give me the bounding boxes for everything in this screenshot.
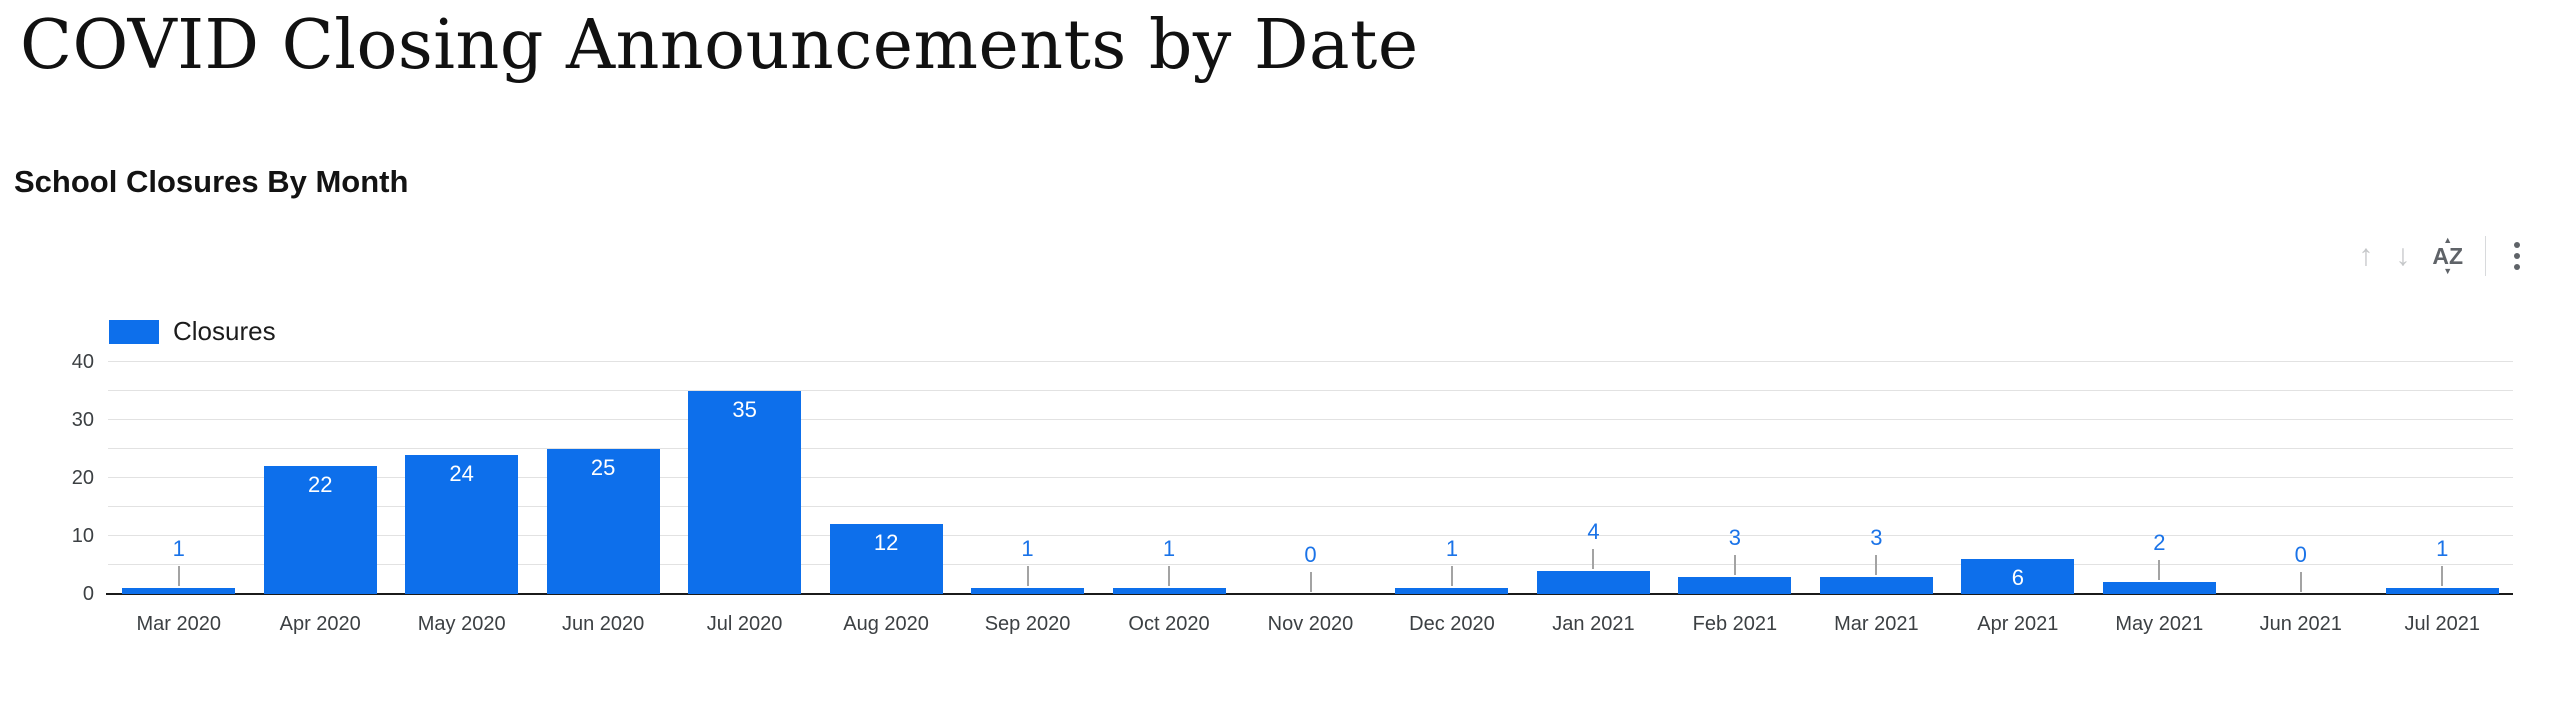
x-axis-tick-label: Jun 2020 <box>561 613 645 635</box>
x-axis-tick-label: Jun 2021 <box>2259 613 2342 635</box>
value-leader-line <box>1309 572 1312 592</box>
gridline <box>108 535 2513 536</box>
bar-may-2020[interactable] <box>405 454 519 594</box>
bar-oct-2020[interactable] <box>1112 588 1226 594</box>
bar-value-label: 24 <box>449 460 474 486</box>
value-leader-line <box>177 566 180 587</box>
bar-value-label: 2 <box>2153 530 2166 556</box>
value-leader-line <box>1733 554 1736 575</box>
gridline <box>108 506 2513 507</box>
value-leader-line <box>2441 566 2444 587</box>
bar-value-label: 4 <box>1587 518 1600 544</box>
value-leader-line <box>2158 560 2161 581</box>
x-axis-tick-label: Mar 2020 <box>136 613 221 635</box>
bar-jul-2021[interactable] <box>2385 588 2499 594</box>
az-up-triangle-icon: ▲ <box>2443 235 2453 245</box>
bar-value-label: 1 <box>1162 536 1176 562</box>
bar-may-2021[interactable] <box>2102 582 2216 594</box>
x-axis-tick-label: Jul 2021 <box>2404 613 2481 635</box>
x-axis-tick-label: Apr 2020 <box>279 613 361 635</box>
x-axis-tick-label: Mar 2021 <box>1834 613 1919 635</box>
bar-value-label: 22 <box>307 472 333 498</box>
x-axis-tick-label: Nov 2020 <box>1267 613 1354 635</box>
y-axis-tick-label: 30 <box>71 409 94 431</box>
x-axis-tick-label: Aug 2020 <box>843 613 929 635</box>
page-title: COVID Closing Announcements by Date <box>20 6 1419 85</box>
bar-value-label: 3 <box>1728 524 1742 550</box>
bar-dec-2020[interactable] <box>1395 588 1509 594</box>
bar-apr-2021[interactable] <box>1961 559 2075 594</box>
value-leader-line <box>1592 548 1595 569</box>
gridline <box>108 477 2513 478</box>
x-axis-tick-label: May 2020 <box>417 613 506 635</box>
gridline <box>108 419 2513 420</box>
x-axis-tick-label: Apr 2021 <box>1977 613 2059 635</box>
bar-jun-2020[interactable] <box>546 449 660 594</box>
x-axis-tick-label: May 2021 <box>2115 613 2204 635</box>
value-leader-line <box>1875 554 1878 575</box>
chart-title: School Closures By Month <box>14 164 409 199</box>
legend-label: Closures <box>173 316 276 346</box>
bar-value-label: 0 <box>1304 542 1317 567</box>
bar-value-label: 1 <box>1445 536 1459 562</box>
bar-jan-2021[interactable] <box>1536 570 1650 594</box>
legend-swatch <box>109 319 159 344</box>
toolbar-divider <box>2485 236 2486 276</box>
value-leader-line <box>1450 566 1453 587</box>
az-label: AZ <box>2432 243 2463 269</box>
bar-value-label: 1 <box>172 536 185 562</box>
gridline <box>108 361 2513 362</box>
y-axis-tick-label: 0 <box>82 583 94 605</box>
bar-value-label: 25 <box>590 455 616 480</box>
sort-descending-arrow-icon[interactable]: ↓ <box>2395 239 2411 272</box>
bar-feb-2021[interactable] <box>1678 576 1792 594</box>
bar-value-label: 1 <box>2436 536 2449 562</box>
bar-apr-2020[interactable] <box>263 466 377 594</box>
bar-aug-2020[interactable] <box>829 524 943 594</box>
bar-sep-2020[interactable] <box>971 588 1085 594</box>
sort-alphabetical-icon[interactable]: ▲ AZ ▼ <box>2432 236 2463 276</box>
x-axis-line <box>106 593 2513 595</box>
az-down-triangle-icon: ▼ <box>2443 266 2453 276</box>
y-axis-tick-label: 20 <box>71 467 94 489</box>
bar-value-label: 3 <box>1870 524 1883 550</box>
x-axis-tick-label: Sep 2020 <box>984 613 1071 635</box>
bar-value-label: 0 <box>2294 542 2307 567</box>
bar-mar-2021[interactable] <box>1819 576 1933 594</box>
bar-jul-2020[interactable] <box>688 391 802 594</box>
value-leader-line <box>1168 566 1171 587</box>
x-axis-tick-label: Oct 2020 <box>1128 613 1210 635</box>
bar-chart-plot-area: 0 10 20 30 40 1 Mar 2020 22 Apr 2020 24 May 2020 25… <box>72 351 2513 635</box>
x-axis-tick-label: Dec 2020 <box>1409 613 1495 635</box>
bar-mar-2020[interactable] <box>122 588 236 594</box>
bar-value-label: 1 <box>1021 536 1034 562</box>
gridline <box>108 564 2513 565</box>
more-options-icon[interactable] <box>2508 238 2526 274</box>
sort-ascending-arrow-icon[interactable]: ↑ <box>2358 239 2374 272</box>
bar-value-label: 35 <box>732 397 757 422</box>
value-leader-line <box>1026 566 1029 587</box>
gridline <box>108 448 2513 449</box>
chart-toolbar: ↑ ↓ ▲ AZ ▼ <box>2358 234 2526 278</box>
y-axis-tick-label: 10 <box>71 525 94 547</box>
gridline <box>108 390 2513 391</box>
bar-value-label: 6 <box>2011 565 2024 591</box>
bar-value-label: 12 <box>873 530 899 556</box>
x-axis-tick-label: Feb 2021 <box>1692 613 1778 635</box>
x-axis-tick-label: Jul 2020 <box>706 613 783 635</box>
y-axis-tick-label: 40 <box>71 351 94 373</box>
chart-legend: Closures <box>109 316 276 347</box>
value-leader-line <box>2299 572 2302 592</box>
x-axis-tick-label: Jan 2021 <box>1552 613 1635 635</box>
